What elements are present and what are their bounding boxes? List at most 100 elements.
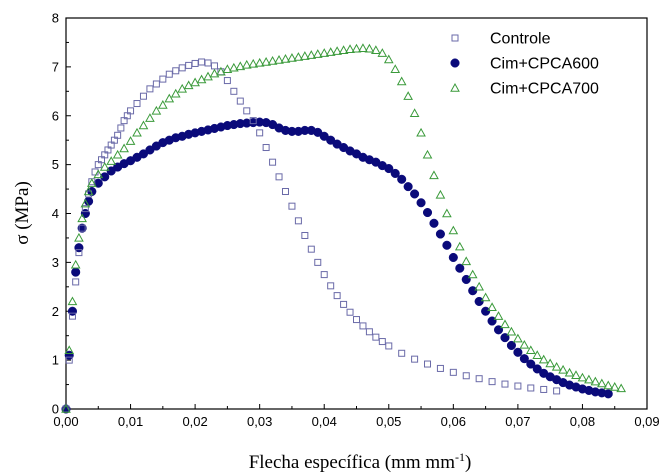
data-point (145, 113, 155, 122)
data-point (71, 267, 81, 277)
data-point (435, 189, 446, 199)
data-point (159, 75, 167, 83)
data-point (506, 326, 517, 336)
y-axis-label: σ (MPa) (12, 181, 33, 245)
data-point (564, 367, 575, 377)
data-point (114, 131, 122, 139)
data-point (75, 249, 83, 257)
x-tick-label: 0,07 (505, 414, 530, 429)
data-point (190, 77, 200, 87)
data-point (449, 368, 457, 376)
data-point (100, 172, 110, 182)
data-point (320, 271, 328, 279)
data-point (526, 359, 536, 369)
y-tick-label: 0 (52, 402, 59, 417)
data-point (403, 182, 413, 192)
data-point (112, 149, 123, 159)
data-point (319, 48, 330, 57)
data-point (61, 403, 71, 413)
data-point (442, 240, 452, 250)
data-point (91, 168, 99, 176)
data-point (513, 333, 523, 343)
series-cim-cpca700 (61, 43, 627, 413)
y-tick-label: 1 (52, 353, 59, 368)
data-point (359, 322, 367, 330)
data-point (196, 74, 207, 84)
data-point (83, 186, 94, 196)
legend-item: Controle (451, 31, 551, 48)
data-point (346, 308, 354, 316)
data-point (448, 252, 458, 263)
data-point (85, 190, 93, 198)
data-point (553, 387, 561, 395)
data-point (474, 281, 485, 291)
data-point (93, 169, 104, 179)
data-point (164, 93, 175, 103)
data-point (294, 217, 302, 225)
data-point (235, 61, 246, 71)
data-point (462, 372, 470, 380)
data-point (609, 381, 620, 391)
data-point (223, 77, 231, 85)
legend-marker (450, 82, 460, 92)
data-point (584, 374, 594, 384)
plot-frame (65, 17, 648, 410)
data-point (390, 64, 401, 74)
data-point (81, 205, 89, 213)
data-point (248, 58, 259, 68)
data-point (558, 364, 568, 374)
legend-item: Cim+CPCA600 (450, 56, 599, 73)
data-point (117, 124, 125, 132)
data-point (327, 282, 335, 290)
data-point (332, 46, 342, 55)
data-point (70, 259, 81, 269)
legend-marker (451, 34, 459, 42)
x-tick-label: 0,00 (53, 414, 78, 429)
legend-label: Cim+CPCA700 (490, 81, 599, 98)
data-point (384, 163, 394, 174)
data-point (261, 56, 271, 66)
data-point (475, 375, 483, 383)
data-point (78, 224, 86, 232)
data-point (487, 302, 497, 312)
data-point (306, 50, 317, 59)
y-tick-label: 2 (52, 304, 59, 319)
x-tick-label: 0,09 (634, 414, 659, 429)
y-tick-label: 3 (52, 255, 59, 270)
data-point (461, 256, 472, 266)
series-layer (61, 43, 627, 414)
legend: Controle Cim+CPCA600 Cim+CPCA700 (450, 31, 599, 98)
data-point (203, 71, 213, 81)
data-point (65, 356, 73, 364)
data-point (398, 349, 406, 357)
data-point (506, 340, 516, 351)
data-point (236, 97, 244, 105)
data-point (151, 105, 162, 115)
data-point (545, 358, 556, 368)
y-tick-label: 5 (52, 157, 59, 172)
data-point (551, 361, 562, 371)
data-point (371, 45, 381, 54)
data-point (390, 168, 400, 178)
y-tick-label: 7 (52, 59, 59, 74)
legend-label: Cim+CPCA600 (490, 56, 599, 73)
data-point (416, 198, 426, 208)
data-point (77, 223, 87, 233)
data-point (474, 296, 484, 307)
data-point (256, 129, 264, 137)
data-point (532, 350, 543, 359)
data-point (467, 269, 478, 279)
data-point (338, 45, 349, 54)
data-point (275, 173, 283, 181)
data-point (383, 54, 394, 64)
data-point (243, 107, 251, 115)
data-point (514, 382, 522, 390)
data-point (64, 345, 75, 355)
data-point (209, 68, 220, 78)
data-point (540, 385, 548, 393)
data-point (67, 296, 78, 306)
data-point (448, 225, 459, 235)
axes: 0,00 0,01 0,02 0,03 0,04 0,05 0,06 0,07 0,08 0,09… (52, 11, 660, 430)
data-point (455, 263, 465, 273)
data-point (603, 389, 613, 399)
